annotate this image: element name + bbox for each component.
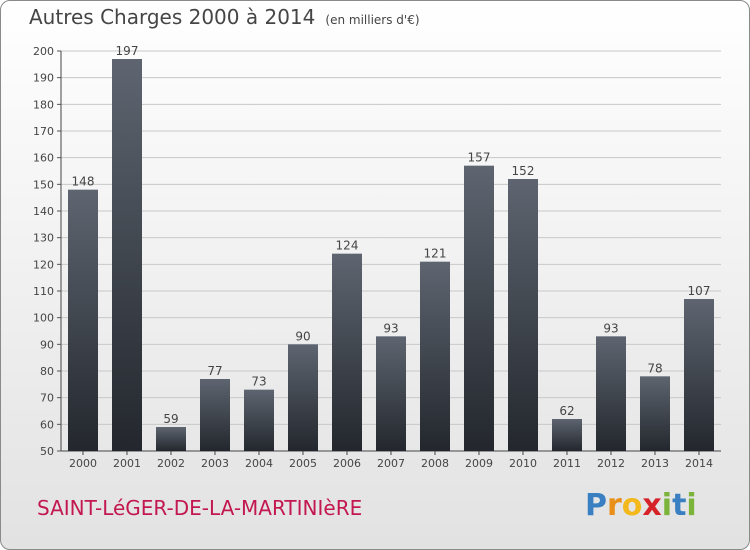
y-tick-label: 180 (33, 98, 54, 111)
x-tick-label: 2005 (289, 457, 317, 470)
x-tick-label: 2013 (641, 457, 669, 470)
place-name: SAINT-LéGER-DE-LA-MARTINIèRE (37, 496, 363, 520)
bar-2008 (420, 261, 450, 451)
y-tick-label: 60 (40, 418, 54, 431)
data-label: 148 (72, 175, 95, 189)
bar-2013 (640, 376, 670, 451)
data-label: 90 (295, 329, 310, 343)
data-label: 93 (603, 321, 618, 335)
brand-letter: i (686, 488, 697, 523)
y-tick-label: 70 (40, 392, 54, 405)
chart-subtitle: (en milliers d'€) (325, 13, 420, 27)
x-tick-label: 2010 (509, 457, 537, 470)
y-tick-label: 130 (33, 232, 54, 245)
x-tick-label: 2011 (553, 457, 581, 470)
data-label: 121 (424, 247, 447, 261)
bar-2010 (508, 179, 538, 451)
data-labels: 148 197 59 77 73 90 124 93 121 157 152 62 93 78 107 (72, 44, 711, 426)
y-tick-label: 110 (33, 285, 54, 298)
data-label: 62 (559, 404, 574, 418)
y-tick-label: 170 (33, 125, 54, 138)
brand-logo: Proxiti (585, 488, 697, 523)
bar-2000 (68, 189, 98, 451)
data-label: 59 (163, 412, 178, 426)
y-tick-label: 50 (40, 445, 54, 458)
y-tick-label: 160 (33, 152, 54, 165)
brand-letter: x (642, 488, 662, 523)
bar-2005 (288, 344, 318, 451)
x-tick-label: 2002 (157, 457, 185, 470)
y-tick-label: 190 (33, 72, 54, 85)
data-label: 93 (383, 321, 398, 335)
y-tick-label: 140 (33, 205, 54, 218)
brand-letter: r (607, 488, 622, 523)
brand-letter: t (672, 488, 687, 523)
data-label: 197 (116, 44, 139, 58)
data-label: 107 (688, 284, 711, 298)
x-tick-label: 2007 (377, 457, 405, 470)
y-tick-label: 90 (40, 338, 54, 351)
bar-2003 (200, 379, 230, 451)
y-tick-label: 100 (33, 312, 54, 325)
bar-2006 (332, 253, 362, 451)
x-tick-label: 2003 (201, 457, 229, 470)
x-tick-label: 2008 (421, 457, 449, 470)
y-tick-labels: 50 60 70 80 90 100 110 120 130 140 150 160 170 180 190… (33, 45, 54, 458)
x-tick-label: 2014 (685, 457, 713, 470)
data-label: 157 (468, 151, 491, 165)
x-tick-label: 2006 (333, 457, 361, 470)
bar-2007 (376, 336, 406, 451)
data-label: 152 (512, 164, 535, 178)
data-label: 73 (251, 375, 266, 389)
bar-2014 (684, 299, 714, 451)
chart-title-text: Autres Charges 2000 à 2014 (29, 5, 316, 29)
x-tick-label: 2000 (69, 457, 97, 470)
bar-2004 (244, 389, 274, 451)
x-tick-label: 2001 (113, 457, 141, 470)
x-tick-labels: 2000 2001 2002 2003 2004 2005 2006 2007 2008 2009… (69, 451, 713, 470)
x-tick-label: 2004 (245, 457, 273, 470)
x-tick-label: 2012 (597, 457, 625, 470)
y-tick-label: 150 (33, 178, 54, 191)
data-label: 78 (647, 361, 662, 375)
brand-letter: o (621, 488, 643, 523)
y-tick-label: 120 (33, 258, 54, 271)
bars (68, 59, 714, 451)
bar-2012 (596, 336, 626, 451)
y-tick-label: 80 (40, 365, 54, 378)
y-tick-label: 200 (33, 45, 54, 58)
brand-letter: P (585, 488, 607, 523)
bar-2009 (464, 165, 494, 451)
bar-2001 (112, 59, 142, 451)
data-label: 77 (207, 364, 222, 378)
bar-2002 (156, 427, 186, 451)
chart-title: Autres Charges 2000 à 2014 (en milliers d… (29, 5, 420, 29)
brand-letter: i (661, 488, 673, 523)
data-label: 124 (336, 239, 359, 253)
x-tick-label: 2009 (465, 457, 493, 470)
bar-2011 (552, 419, 582, 451)
